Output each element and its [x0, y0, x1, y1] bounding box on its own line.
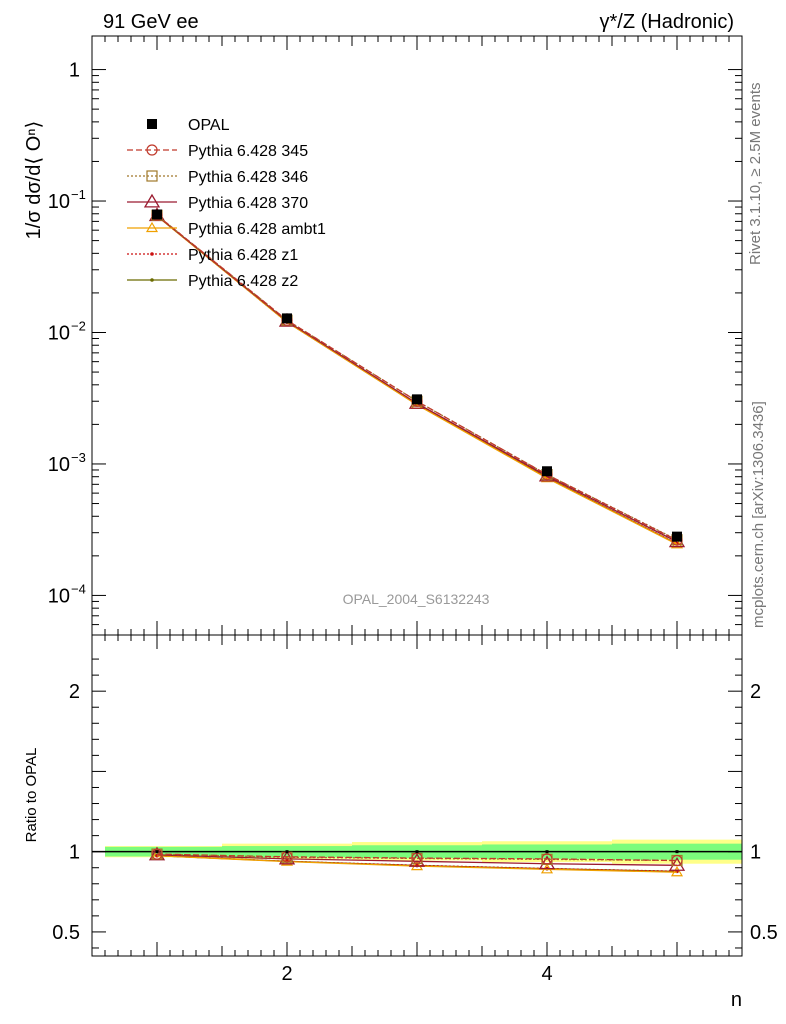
y-tick-label-exponent: −2 [71, 318, 86, 333]
y-tick-label: 1 [69, 60, 80, 82]
data-point [415, 850, 419, 854]
y-tick-label: 10 [48, 585, 70, 607]
data-point [675, 850, 679, 854]
y-tick-label: 10 [48, 454, 70, 476]
x-tick-label: 4 [541, 963, 552, 985]
data-point [542, 466, 552, 477]
data-point [151, 848, 163, 860]
y-tick-label-right: 0.5 [750, 922, 778, 944]
y-tick-label-right: 2 [750, 681, 761, 703]
series-line-z1 [156, 215, 678, 545]
y-tick-label-exponent: −4 [71, 581, 86, 596]
data-point [145, 221, 159, 233]
y-tick-label: 10 [48, 322, 70, 344]
legend-label: OPAL [188, 117, 230, 134]
header-left-label: 91 GeV ee [103, 11, 199, 33]
legend-label: Pythia 6.428 346 [188, 169, 308, 186]
rivet-version-label: Rivet 3.1.10, ≥ 2.5M events [747, 83, 764, 266]
legend: OPAL Pythia 6.428 345 Pythia 6.428 346 Pyth… [127, 117, 326, 290]
data-point [150, 278, 154, 282]
x-axis-label: n [731, 989, 742, 1011]
header-right-label: γ*/Z (Hadronic) [600, 11, 734, 33]
data-point [541, 853, 553, 865]
y-tick-label: 1 [69, 842, 80, 864]
y-tick-label-exponent: −3 [71, 450, 86, 465]
analysis-watermark: OPAL_2004_S6132243 [343, 591, 490, 607]
data-point [412, 394, 422, 405]
y-tick-label: 2 [69, 681, 80, 703]
data-point [150, 252, 154, 256]
data-point [146, 170, 158, 182]
data-point [545, 850, 549, 854]
legend-label: Pythia 6.428 z2 [188, 273, 298, 290]
data-point [410, 859, 424, 871]
main-panel: 110−110−210−310−4 [48, 35, 743, 636]
y-tick-label: 10 [48, 191, 70, 213]
ratio-line-p345 [156, 853, 678, 862]
data-point [670, 866, 684, 877]
data-point [672, 531, 682, 542]
series-line-p370 [156, 215, 678, 543]
data-point [147, 119, 157, 129]
data-point [671, 854, 683, 867]
y-tick-label-exponent: −1 [71, 187, 86, 202]
series-line-ambt1 [156, 215, 678, 545]
ratio-line-p370 [156, 854, 678, 866]
y-tick-label: 0.5 [52, 922, 80, 944]
data-point [152, 209, 162, 220]
ratio-panel: 0.5 0.5 1 1 2 2 2 4 [52, 634, 778, 985]
data-point [155, 850, 159, 854]
data-point [143, 193, 161, 208]
mcplots-label: mcplots.cern.ch [arXiv:1306.3436] [750, 401, 767, 628]
data-point [408, 853, 426, 867]
ratio-frame [91, 634, 743, 957]
data-point [282, 313, 292, 324]
data-point [146, 144, 158, 156]
data-point [670, 538, 684, 549]
y-tick-label-right: 1 [750, 842, 761, 864]
series-line-z2 [156, 215, 678, 545]
legend-label: Pythia 6.428 370 [188, 195, 308, 212]
data-point [285, 850, 289, 854]
ratio-y-axis-label: Ratio to OPAL [23, 748, 40, 843]
legend-label: Pythia 6.428 z1 [188, 247, 298, 264]
x-tick-label: 2 [281, 963, 292, 985]
main-y-axis-label: 1/σ dσ/d⟨ Oⁿ⟩ [23, 121, 45, 240]
legend-label: Pythia 6.428 ambt1 [188, 221, 326, 238]
legend-label: Pythia 6.428 345 [188, 143, 308, 160]
